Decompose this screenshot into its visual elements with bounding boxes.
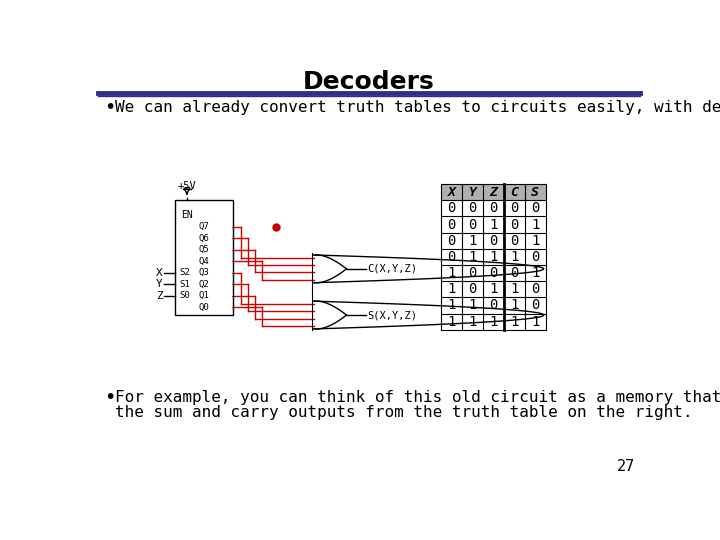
Text: S: S <box>531 186 539 199</box>
Text: 1: 1 <box>447 315 456 329</box>
Text: 1: 1 <box>447 282 456 296</box>
Text: 1: 1 <box>468 250 477 264</box>
Text: S2: S2 <box>179 268 190 277</box>
Text: S(X,Y,Z): S(X,Y,Z) <box>367 310 418 320</box>
Text: 1: 1 <box>531 266 539 280</box>
Text: 0: 0 <box>531 282 539 296</box>
Text: Q7: Q7 <box>199 222 210 231</box>
Text: Q3: Q3 <box>199 268 210 277</box>
Text: X: X <box>156 268 163 278</box>
Text: 0: 0 <box>531 299 539 313</box>
Text: 1: 1 <box>510 250 518 264</box>
Text: Q6: Q6 <box>199 233 210 242</box>
Text: 0: 0 <box>531 250 539 264</box>
Text: 1: 1 <box>489 315 498 329</box>
Text: For example, you can think of this old circuit as a memory that “stores”: For example, you can think of this old c… <box>114 390 720 405</box>
Text: 0: 0 <box>510 201 518 215</box>
Text: 0: 0 <box>489 299 498 313</box>
Text: Decoders: Decoders <box>303 70 435 94</box>
Text: Q4: Q4 <box>199 256 210 266</box>
Text: 0: 0 <box>468 201 477 215</box>
Text: 1: 1 <box>531 315 539 329</box>
Text: C: C <box>510 186 518 199</box>
Text: 27: 27 <box>616 459 635 474</box>
Text: 0: 0 <box>447 218 456 232</box>
Text: 1: 1 <box>489 250 498 264</box>
Text: 1: 1 <box>531 218 539 232</box>
Bar <box>175 200 233 315</box>
Text: 1: 1 <box>531 234 539 248</box>
Text: 1: 1 <box>510 315 518 329</box>
Text: Z: Z <box>156 291 163 301</box>
Text: 0: 0 <box>489 234 498 248</box>
Text: Q5: Q5 <box>199 245 210 254</box>
Text: X: X <box>448 186 456 199</box>
Text: the sum and carry outputs from the truth table on the right.: the sum and carry outputs from the truth… <box>114 406 693 420</box>
Text: 1: 1 <box>468 299 477 313</box>
Text: 0: 0 <box>468 282 477 296</box>
Text: We can already convert truth tables to circuits easily, with decoders.: We can already convert truth tables to c… <box>114 100 720 116</box>
Text: S0: S0 <box>179 291 190 300</box>
Text: 1: 1 <box>468 315 477 329</box>
Text: 0: 0 <box>447 250 456 264</box>
Text: 0: 0 <box>468 266 477 280</box>
Text: 0: 0 <box>531 201 539 215</box>
Text: 1: 1 <box>447 299 456 313</box>
Text: Z: Z <box>490 186 498 199</box>
Text: 0: 0 <box>468 218 477 232</box>
Text: 0: 0 <box>447 234 456 248</box>
Text: S1: S1 <box>179 280 190 289</box>
Text: Q0: Q0 <box>199 303 210 312</box>
Text: +5V: +5V <box>178 181 197 191</box>
Text: 0: 0 <box>510 234 518 248</box>
Text: 1: 1 <box>489 218 498 232</box>
Text: 0: 0 <box>510 266 518 280</box>
Text: 1: 1 <box>468 234 477 248</box>
Text: 1: 1 <box>489 282 498 296</box>
Text: 1: 1 <box>510 282 518 296</box>
Bar <box>441 184 546 200</box>
Text: 0: 0 <box>489 266 498 280</box>
Text: Y: Y <box>156 279 163 289</box>
Text: 0: 0 <box>489 201 498 215</box>
Text: C(X,Y,Z): C(X,Y,Z) <box>367 264 418 274</box>
Text: •: • <box>104 388 115 407</box>
Text: 1: 1 <box>510 299 518 313</box>
Text: •: • <box>104 98 115 117</box>
Text: Y: Y <box>469 186 477 199</box>
Text: 0: 0 <box>510 218 518 232</box>
Text: 0: 0 <box>447 201 456 215</box>
Text: Q1: Q1 <box>199 291 210 300</box>
Text: Q2: Q2 <box>199 280 210 289</box>
Text: EN: EN <box>181 210 193 220</box>
Text: 1: 1 <box>447 266 456 280</box>
